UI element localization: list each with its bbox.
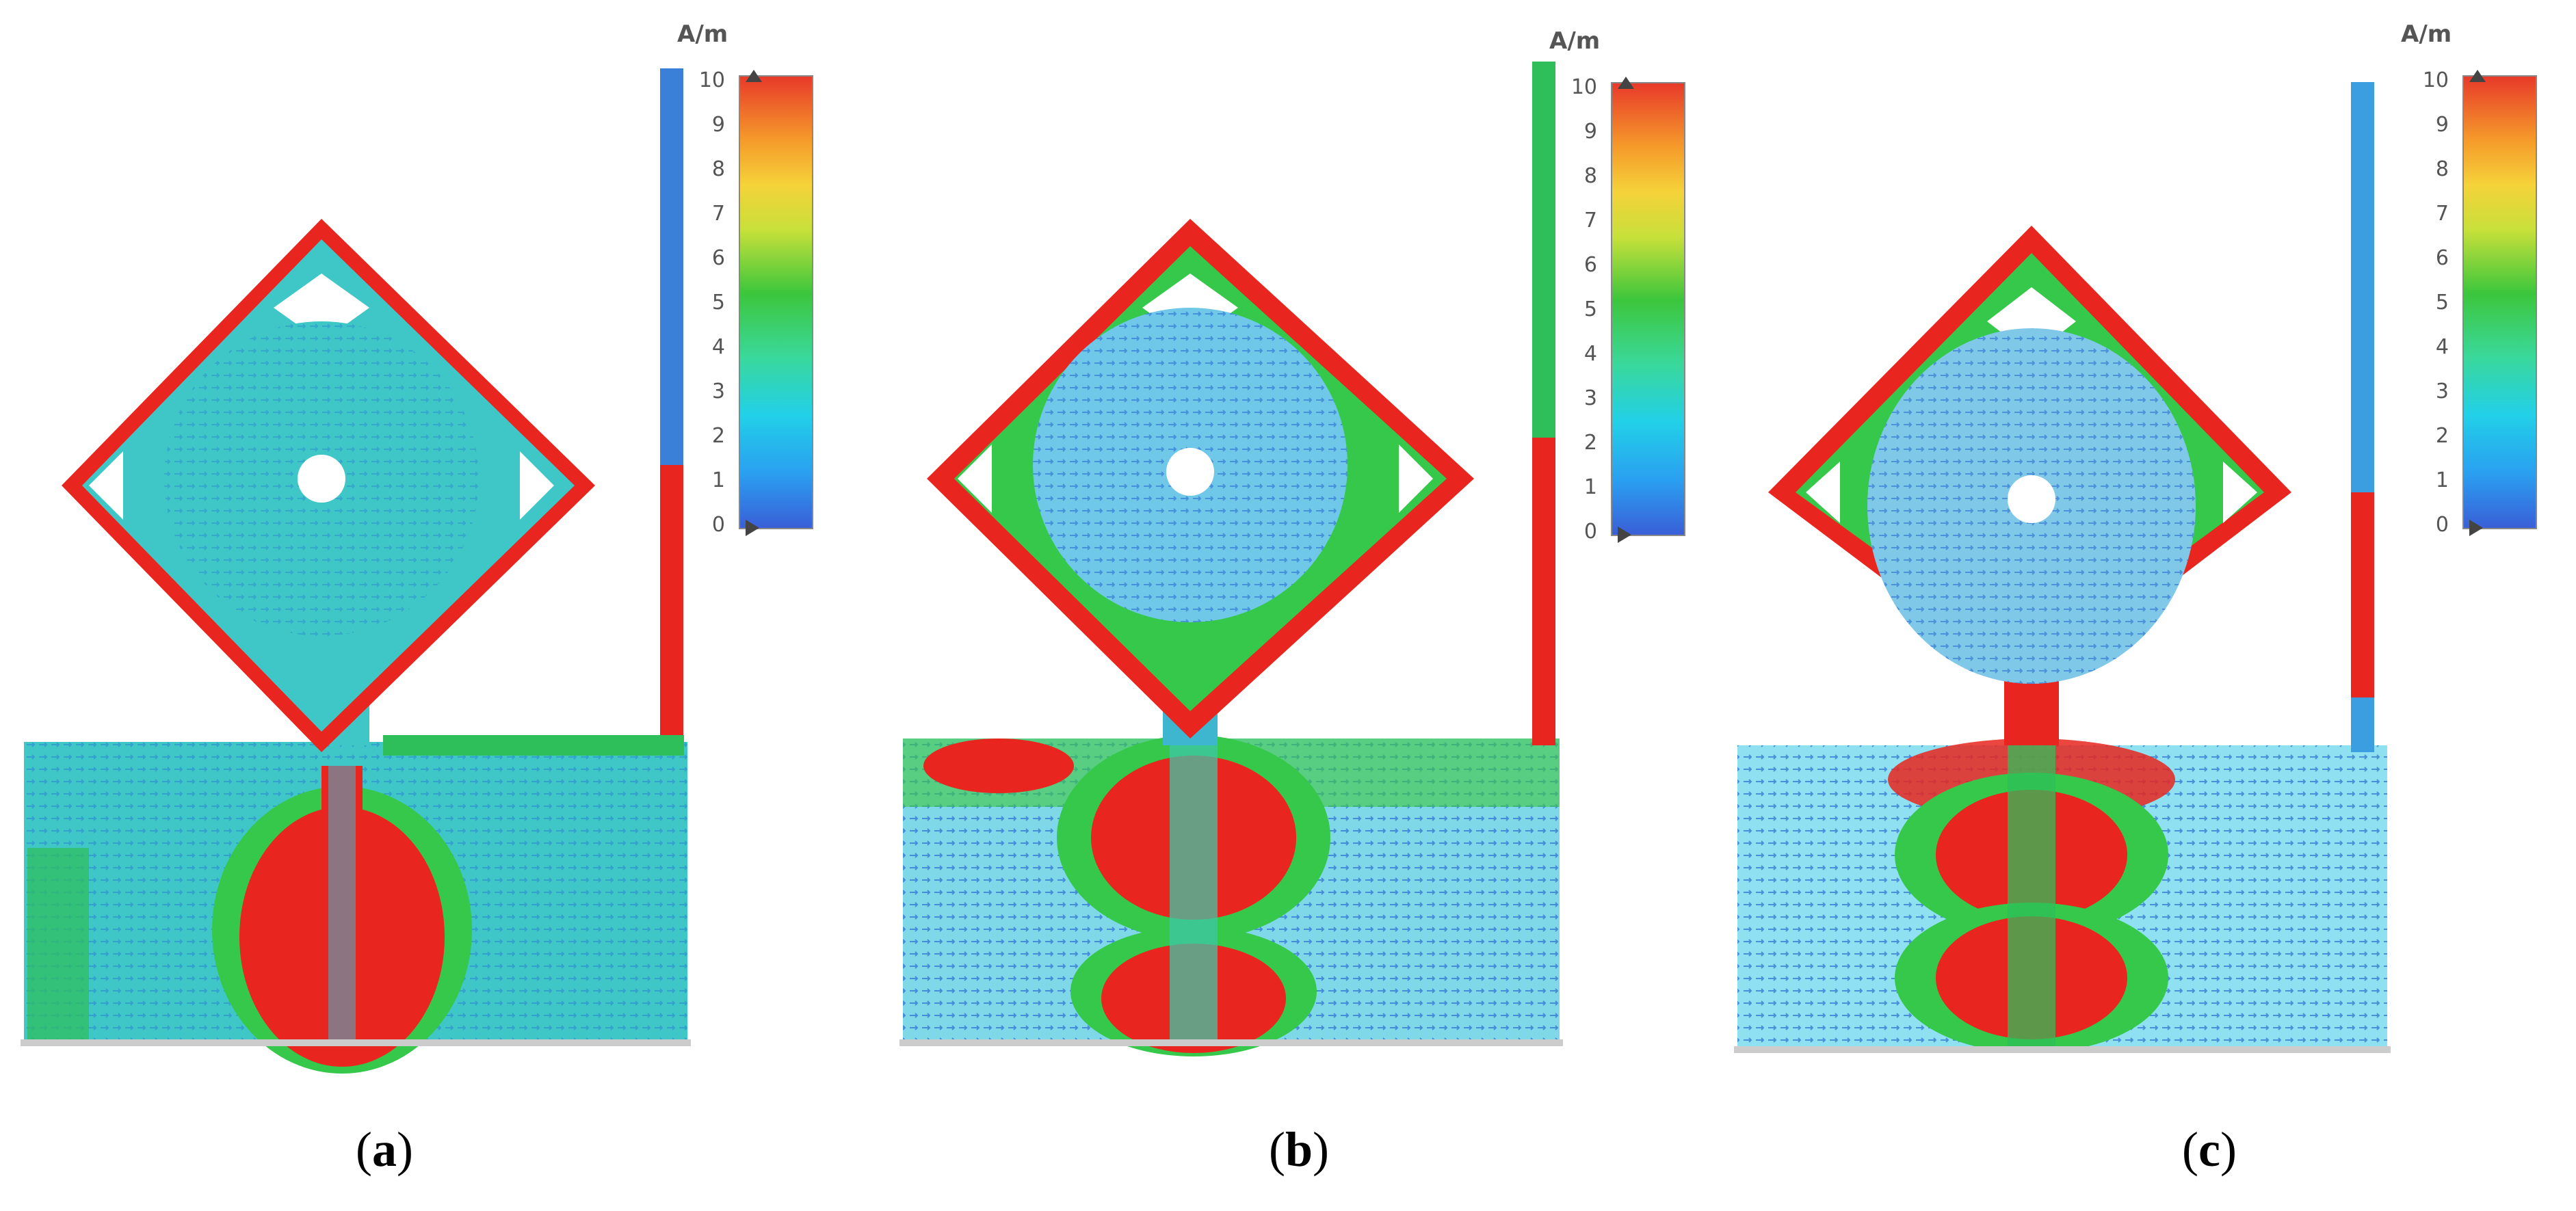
tick-9: 9 bbox=[711, 113, 725, 137]
panel-label-a: (a) bbox=[356, 1122, 413, 1177]
tick-1: 1 bbox=[711, 468, 725, 492]
tick-7: 7 bbox=[711, 202, 725, 226]
tick-7: 7 bbox=[2435, 202, 2449, 226]
tick-1: 1 bbox=[2435, 468, 2449, 492]
tick-8: 8 bbox=[1583, 164, 1597, 188]
tick-10: 10 bbox=[698, 68, 725, 92]
tick-6: 6 bbox=[1583, 253, 1597, 277]
min-arrow-icon bbox=[746, 520, 759, 536]
tick-3: 3 bbox=[2435, 380, 2449, 403]
tick-3: 3 bbox=[711, 380, 725, 403]
min-arrow-icon bbox=[2469, 520, 2483, 536]
panel-a: A/m 10 9 8 7 6 5 4 3 2 1 0 (a) bbox=[0, 0, 858, 1211]
tick-6: 6 bbox=[2435, 246, 2449, 270]
tick-5: 5 bbox=[1583, 297, 1597, 321]
tick-3: 3 bbox=[1583, 386, 1597, 410]
max-arrow-icon bbox=[746, 70, 762, 82]
panel-c: A/m 10 9 8 7 6 5 4 3 2 1 0 (c) bbox=[1717, 0, 2576, 1211]
min-arrow-icon bbox=[1618, 527, 1631, 543]
current-distribution-b bbox=[899, 62, 1563, 1056]
tick-7: 7 bbox=[1583, 209, 1597, 232]
tick-5: 5 bbox=[2435, 291, 2449, 315]
tick-8: 8 bbox=[2435, 157, 2449, 181]
tick-4: 4 bbox=[711, 335, 725, 359]
tick-0: 0 bbox=[1583, 520, 1597, 544]
current-distribution-c bbox=[1734, 82, 2391, 1053]
colorbar-gradient bbox=[2462, 75, 2537, 529]
tick-9: 9 bbox=[1583, 120, 1597, 144]
current-distribution-a bbox=[21, 68, 691, 1074]
panel-label-b: (b) bbox=[1269, 1122, 1330, 1177]
tick-10: 10 bbox=[1570, 75, 1597, 99]
tick-0: 0 bbox=[2435, 513, 2449, 537]
tick-1: 1 bbox=[1583, 475, 1597, 499]
colorbar-gradient bbox=[739, 75, 813, 529]
colorbar-c: A/m 10 9 8 7 6 5 4 3 2 1 0 bbox=[2401, 21, 2558, 537]
tick-4: 4 bbox=[1583, 342, 1597, 366]
tick-10: 10 bbox=[2422, 68, 2449, 92]
tick-9: 9 bbox=[2435, 113, 2449, 137]
tick-4: 4 bbox=[2435, 335, 2449, 359]
colorbar-a: A/m 10 9 8 7 6 5 4 3 2 1 0 bbox=[677, 21, 834, 537]
panel-label-c: (c) bbox=[2182, 1122, 2237, 1177]
colorbar-unit: A/m bbox=[1549, 27, 1601, 55]
tick-2: 2 bbox=[1583, 431, 1597, 455]
tick-0: 0 bbox=[711, 513, 725, 537]
colorbar-gradient bbox=[1611, 82, 1685, 536]
tick-5: 5 bbox=[711, 291, 725, 315]
max-arrow-icon bbox=[1618, 77, 1634, 89]
panel-b: A/m 10 9 8 7 6 5 4 3 2 1 0 (b) bbox=[858, 0, 1717, 1211]
colorbar-b: A/m 10 9 8 7 6 5 4 3 2 1 0 bbox=[1549, 27, 1707, 544]
tick-2: 2 bbox=[2435, 424, 2449, 448]
tick-2: 2 bbox=[711, 424, 725, 448]
colorbar-unit: A/m bbox=[677, 21, 728, 48]
tick-6: 6 bbox=[711, 246, 725, 270]
colorbar-unit: A/m bbox=[2401, 21, 2452, 48]
max-arrow-icon bbox=[2469, 70, 2486, 82]
tick-8: 8 bbox=[711, 157, 725, 181]
